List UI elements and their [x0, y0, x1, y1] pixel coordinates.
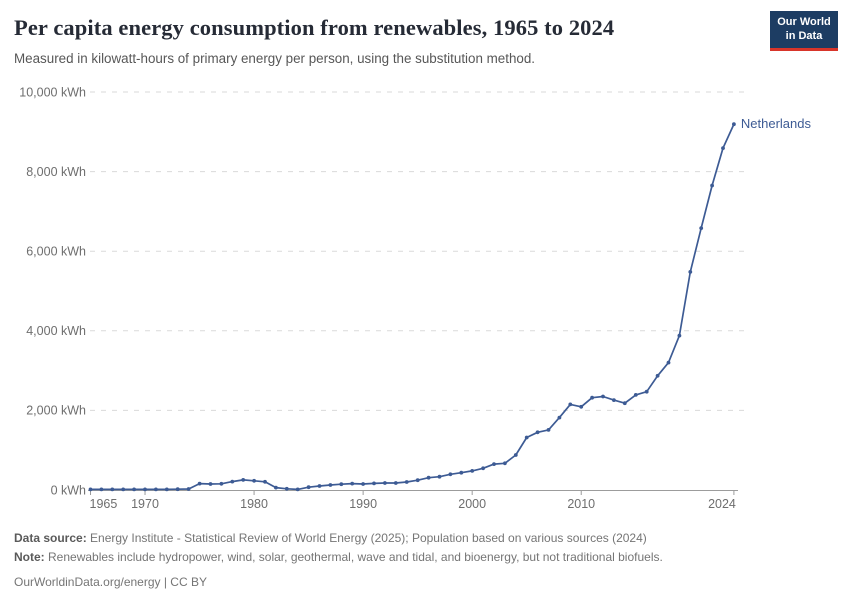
data-point-1982	[274, 485, 278, 490]
data-point-1966	[99, 487, 104, 492]
data-point-2018	[666, 360, 671, 365]
x-tick-label-1965: 1965	[90, 497, 118, 511]
data-point-1972	[164, 487, 169, 492]
data-point-2012	[601, 394, 605, 399]
data-point-2011	[590, 395, 594, 400]
footer-source-line: Data source: Energy Institute - Statisti…	[14, 529, 834, 547]
data-point-1992	[383, 481, 387, 485]
data-point-1975	[197, 481, 202, 486]
data-point-2004	[513, 453, 518, 457]
chart-footer: Data source: Energy Institute - Statisti…	[14, 529, 834, 592]
y-tick-label-8000: 8,000 kWh	[26, 165, 86, 179]
y-axis-labels: 0 kWh 2,000 kWh 4,000 kWh 6,000 kWh 8,000 kW…	[19, 85, 86, 497]
data-point-1970	[143, 487, 147, 492]
chart-title: Per capita energy consumption from renew…	[14, 15, 615, 40]
data-point-2001	[481, 466, 485, 471]
data-point-2024	[732, 122, 736, 127]
data-point-2006	[535, 430, 540, 435]
data-point-1969	[132, 487, 137, 492]
data-point-1967	[110, 487, 115, 492]
data-point-1971	[154, 487, 158, 492]
x-tick-label-1980: 1980	[240, 497, 268, 511]
data-point-1999	[459, 470, 464, 475]
footer-source-label: Data source:	[14, 531, 87, 545]
data-point-1996	[426, 475, 431, 480]
data-point-1979	[241, 478, 246, 482]
chart-subtitle: Measured in kilowatt-hours of primary en…	[14, 51, 536, 66]
y-tick-label-10000: 10,000 kWh	[19, 85, 86, 99]
data-point-1977	[219, 481, 224, 486]
x-tick-label-2024: 2024	[708, 497, 736, 511]
data-point-1988	[339, 482, 344, 487]
data-point-2005	[524, 435, 529, 440]
data-point-1989	[350, 481, 355, 486]
y-tick-label-0: 0 kWh	[51, 483, 86, 497]
data-point-2022	[710, 183, 714, 188]
data-point-1965	[88, 487, 93, 492]
data-point-2020	[688, 270, 693, 274]
data-point-2019	[677, 333, 682, 338]
data-point-1995	[415, 478, 420, 483]
data-point-2000	[470, 469, 475, 473]
x-tick-label-2000: 2000	[458, 497, 486, 511]
data-point-1980	[252, 478, 256, 483]
x-tick-label-1970: 1970	[131, 497, 159, 511]
footer-note-text: Renewables include hydropower, wind, sol…	[44, 550, 663, 564]
data-point-1987	[328, 483, 333, 487]
owid-logo-line1: Our World	[777, 15, 831, 28]
data-point-1990	[361, 482, 365, 486]
data-point-2014	[622, 401, 627, 406]
data-point-1991	[372, 481, 376, 486]
footer-note-label: Note:	[14, 550, 45, 564]
data-point-2007	[546, 428, 551, 432]
data-point-2023	[721, 146, 725, 151]
series-netherlands	[88, 122, 736, 492]
footer-url-line: OurWorldinData.org/energy | CC BY	[14, 573, 834, 591]
owid-logo-line2: in Data	[785, 29, 823, 42]
data-point-2021	[699, 226, 704, 231]
data-point-1984	[295, 487, 300, 492]
data-point-1968	[121, 487, 126, 492]
data-point-1986	[317, 484, 322, 488]
data-point-1981	[263, 479, 267, 484]
data-point-2002	[492, 462, 496, 466]
footer-source-text: Energy Institute - Statistical Review of…	[86, 531, 647, 545]
data-point-1973	[175, 487, 180, 492]
y-tick-label-4000: 4,000 kWh	[26, 324, 86, 338]
data-point-1994	[404, 480, 409, 484]
series-entity-label: Netherlands	[740, 116, 811, 132]
footer-note-line: Note: Renewables include hydropower, win…	[14, 548, 834, 566]
data-point-1985	[306, 485, 311, 490]
data-point-2017	[655, 373, 660, 378]
x-axis-labels: 1965 1970 1980 1990 2000 2010 2024	[90, 497, 736, 511]
data-point-1993	[393, 481, 398, 485]
x-axis	[88, 490, 738, 495]
data-point-2016	[644, 389, 649, 394]
y-tick-label-2000: 2,000 kWh	[26, 404, 86, 418]
y-gridlines	[90, 91, 744, 411]
data-point-1978	[230, 479, 235, 484]
x-tick-label-1990: 1990	[349, 497, 377, 511]
owid-logo: Our World in Data	[770, 11, 838, 51]
data-point-2009	[568, 402, 573, 407]
data-point-2015	[633, 393, 638, 397]
x-tick-label-2010: 2010	[567, 497, 595, 511]
data-point-2013	[612, 398, 616, 402]
footer-url-link[interactable]: OurWorldinData.org/energy | CC BY	[14, 575, 207, 589]
data-point-2008	[557, 415, 562, 420]
data-point-2003	[503, 461, 507, 466]
data-point-1983	[284, 486, 289, 491]
data-point-1976	[208, 482, 213, 486]
data-point-1998	[448, 472, 453, 477]
series-markers	[88, 122, 736, 492]
y-tick-label-6000: 6,000 kWh	[26, 245, 86, 259]
series-line	[89, 123, 735, 491]
data-point-2010	[579, 404, 584, 409]
data-point-1997	[437, 474, 442, 479]
data-point-1974	[186, 487, 191, 491]
